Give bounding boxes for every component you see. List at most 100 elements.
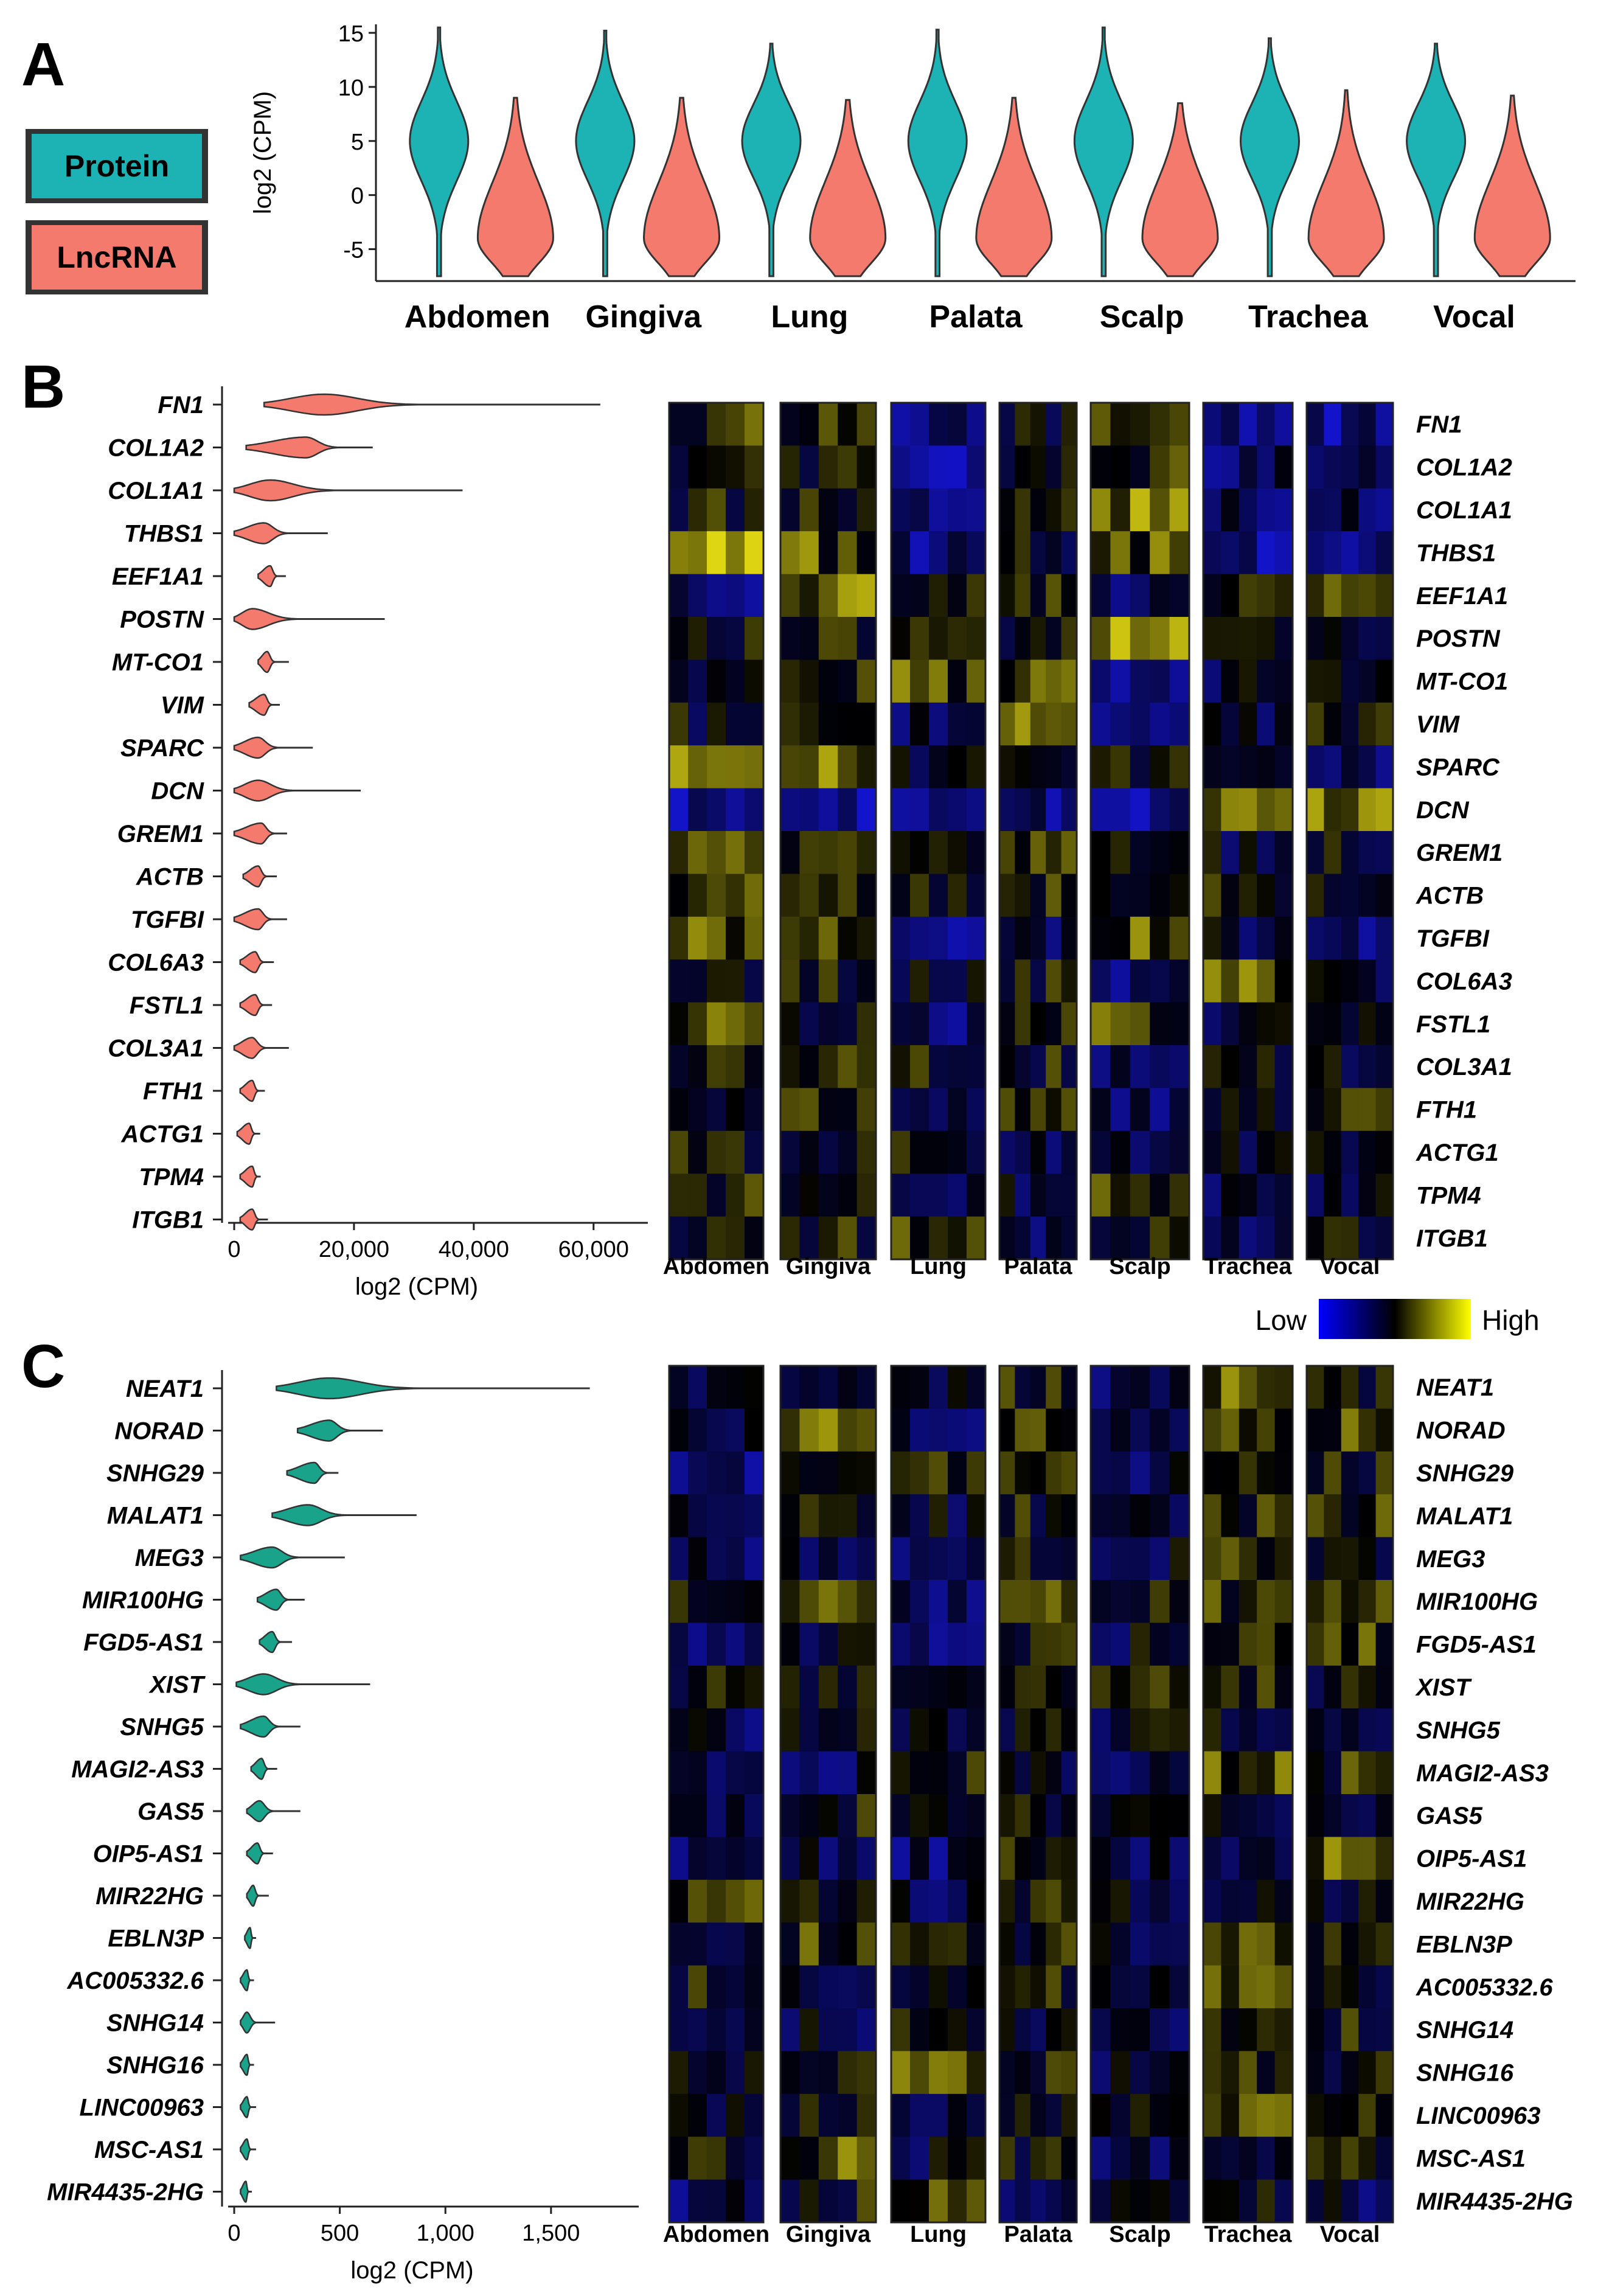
heatmap-cell bbox=[1091, 1088, 1111, 1132]
heatmap-cell bbox=[1307, 1408, 1324, 1452]
heatmap-cell bbox=[707, 1537, 726, 1581]
heatmap-cell bbox=[707, 445, 726, 489]
heatmap-row-label-postn: POSTN bbox=[1416, 625, 1501, 652]
heatmap-cell bbox=[1257, 1794, 1276, 1837]
heatmap-cell bbox=[891, 874, 911, 917]
heatmap-cell bbox=[1324, 1451, 1342, 1495]
heatmap-cell bbox=[1061, 1751, 1077, 1795]
heatmap-cell bbox=[669, 1130, 689, 1174]
heatmap-cell bbox=[1324, 1580, 1342, 1623]
heatmap-cell bbox=[1130, 617, 1150, 660]
heatmap-cell bbox=[707, 874, 726, 917]
heatmap-cell bbox=[1150, 745, 1170, 789]
heatmap-cell bbox=[1015, 1751, 1031, 1795]
heatmap-cell bbox=[780, 788, 800, 832]
heatmap-cell bbox=[818, 1174, 838, 1217]
violin-magi2-as3 bbox=[250, 1758, 277, 1780]
heatmap-cell bbox=[948, 2179, 967, 2223]
heatmap-column-label-gingiva: Gingiva bbox=[786, 2222, 871, 2247]
heatmap-cell bbox=[1130, 1216, 1150, 1260]
heatmap-cell bbox=[1150, 874, 1170, 917]
heatmap-cell bbox=[1203, 1665, 1221, 1709]
heatmap-cell bbox=[999, 1088, 1015, 1132]
heatmap-cell bbox=[1169, 1751, 1190, 1795]
heatmap-cell bbox=[1061, 445, 1077, 489]
heatmap-group-palata bbox=[998, 402, 1078, 1261]
heatmap-cell bbox=[1203, 1623, 1221, 1666]
heatmap-cell bbox=[929, 445, 948, 489]
heatmap-row-label-norad: NORAD bbox=[1416, 1418, 1506, 1444]
heatmap-cell bbox=[707, 2008, 726, 2051]
heatmap-cell bbox=[1091, 831, 1111, 874]
heatmap-cell bbox=[1169, 1580, 1190, 1623]
heatmap-cell bbox=[1015, 1922, 1031, 1966]
heatmap-cell bbox=[929, 959, 948, 1003]
heatmap-cell bbox=[1203, 1922, 1221, 1966]
heatmap-cell bbox=[1030, 1408, 1046, 1452]
heatmap-cell bbox=[1091, 2179, 1111, 2223]
heatmap-cell bbox=[1274, 1922, 1293, 1966]
heatmap-cell bbox=[1375, 2179, 1394, 2223]
heatmap-cell bbox=[688, 1130, 707, 1174]
heatmap-cell bbox=[780, 2137, 800, 2180]
heatmap-cell bbox=[1257, 916, 1276, 960]
heatmap-cell bbox=[999, 788, 1015, 832]
heatmap-cell bbox=[1046, 2051, 1062, 2095]
heatmap-cell bbox=[1358, 874, 1377, 917]
heatmap-cell bbox=[1274, 1451, 1293, 1495]
heatmap-cell bbox=[726, 916, 745, 960]
heatmap-cell bbox=[1307, 1174, 1324, 1217]
heatmap-cell bbox=[967, 617, 986, 660]
heatmap-cell bbox=[1358, 574, 1377, 617]
heatmap-cell bbox=[1150, 1965, 1170, 2009]
heatmap-cell bbox=[999, 1708, 1015, 1752]
heatmap-cell bbox=[910, 1494, 929, 1538]
heatmap-cell bbox=[1221, 1837, 1240, 1880]
heatmap-cell bbox=[838, 1837, 858, 1880]
heatmap-cell bbox=[1375, 1537, 1394, 1581]
heatmap-cell bbox=[1110, 1130, 1131, 1174]
heatmap-cell bbox=[967, 1580, 986, 1623]
heatmap-cell bbox=[669, 1494, 689, 1538]
heatmap-cell bbox=[1203, 1451, 1221, 1495]
heatmap-cell bbox=[910, 445, 929, 489]
heatmap-cell bbox=[818, 1794, 838, 1837]
heatmap-cell bbox=[707, 745, 726, 789]
heatmap-cell bbox=[780, 1002, 800, 1046]
heatmap-cell bbox=[799, 1751, 819, 1795]
heatmap-cell bbox=[999, 831, 1015, 874]
heatmap-cell bbox=[1307, 1130, 1324, 1174]
heatmap-cell bbox=[1239, 1837, 1257, 1880]
heatmap-cell bbox=[799, 1665, 819, 1709]
heatmap-cell bbox=[745, 1794, 764, 1837]
heatmap-cell bbox=[1358, 1002, 1377, 1046]
violin-snhg5 bbox=[240, 1715, 301, 1738]
heatmap-cell bbox=[856, 1751, 877, 1795]
heatmap-cell bbox=[1110, 531, 1131, 575]
heatmap-cell bbox=[1110, 659, 1131, 703]
gene-label-gas5: GAS5 bbox=[137, 1798, 204, 1825]
heatmap-cell bbox=[1169, 1837, 1190, 1880]
heatmap-cell bbox=[1130, 1494, 1150, 1538]
heatmap-cell bbox=[1375, 1045, 1394, 1088]
heatmap-cell bbox=[1375, 403, 1394, 446]
heatmap-cell bbox=[929, 403, 948, 446]
heatmap-cell bbox=[856, 1130, 877, 1174]
heatmap-cell bbox=[1061, 1174, 1077, 1217]
heatmap-cell bbox=[1324, 916, 1342, 960]
heatmap-cell bbox=[1324, 574, 1342, 617]
heatmap-cell bbox=[1130, 2179, 1150, 2223]
heatmap-cell bbox=[1358, 2008, 1377, 2051]
heatmap-cell bbox=[1257, 1623, 1276, 1666]
heatmap-cell bbox=[1046, 745, 1062, 789]
gene-label-norad: NORAD bbox=[114, 1418, 204, 1445]
violin-neat1 bbox=[276, 1377, 590, 1400]
heatmap-cell bbox=[1169, 1045, 1190, 1088]
heatmap-cell bbox=[929, 2093, 948, 2137]
heatmap-cell bbox=[856, 831, 877, 874]
heatmap-cell bbox=[948, 1130, 967, 1174]
heatmap-cell bbox=[948, 745, 967, 789]
heatmap-cell bbox=[1030, 1794, 1046, 1837]
heatmap-cell bbox=[707, 2093, 726, 2137]
heatmap-cell bbox=[780, 488, 800, 532]
